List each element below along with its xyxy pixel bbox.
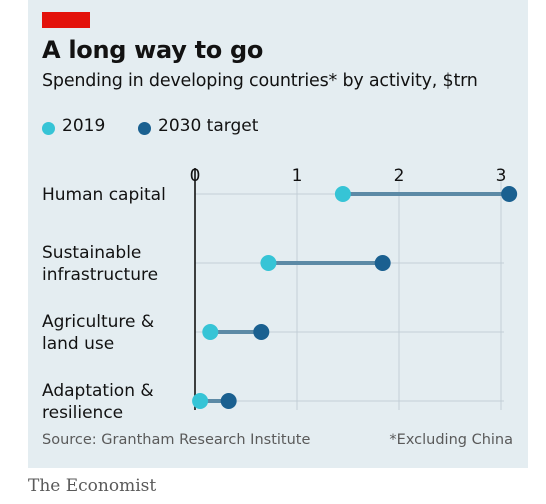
x-tick-label-2: 2 [394, 166, 405, 186]
category-label-1-1: infrastructure [42, 265, 158, 285]
point-2019-0 [334, 186, 351, 202]
point-2030-target-2 [253, 324, 270, 340]
category-label-2-0: Agriculture & [42, 312, 154, 332]
chart-title: A long way to go [42, 36, 264, 64]
legend-label-2019: 2019 [62, 116, 106, 136]
x-tick-label-1: 1 [292, 166, 303, 186]
footnote: *Excluding China [389, 432, 513, 448]
point-2019-1 [260, 255, 277, 271]
legend-swatch-2019 [42, 122, 55, 135]
chart-panel [28, 0, 528, 468]
category-label-3-0: Adaptation & [42, 381, 154, 401]
point-2030-target-3 [220, 393, 237, 409]
category-label-3-1: resilience [42, 403, 123, 423]
category-label-0-0: Human capital [42, 185, 166, 205]
point-2030-target-1 [374, 255, 391, 271]
source-note: Source: Grantham Research Institute [42, 432, 311, 448]
category-label-2-1: land use [42, 334, 114, 354]
point-2019-3 [192, 393, 209, 409]
publisher-brand: The Economist [28, 476, 157, 496]
legend-label-2030-target: 2030 target [158, 116, 259, 136]
chart-subtitle: Spending in developing countries* by act… [42, 71, 478, 91]
x-tick-label-0: 0 [190, 166, 201, 186]
point-2030-target-0 [501, 186, 518, 202]
point-2019-2 [202, 324, 219, 340]
brand-red-tag [42, 12, 90, 28]
category-label-1-0: Sustainable [42, 243, 141, 263]
x-tick-label-3: 3 [496, 166, 507, 186]
legend-swatch-2030-target [138, 122, 151, 135]
